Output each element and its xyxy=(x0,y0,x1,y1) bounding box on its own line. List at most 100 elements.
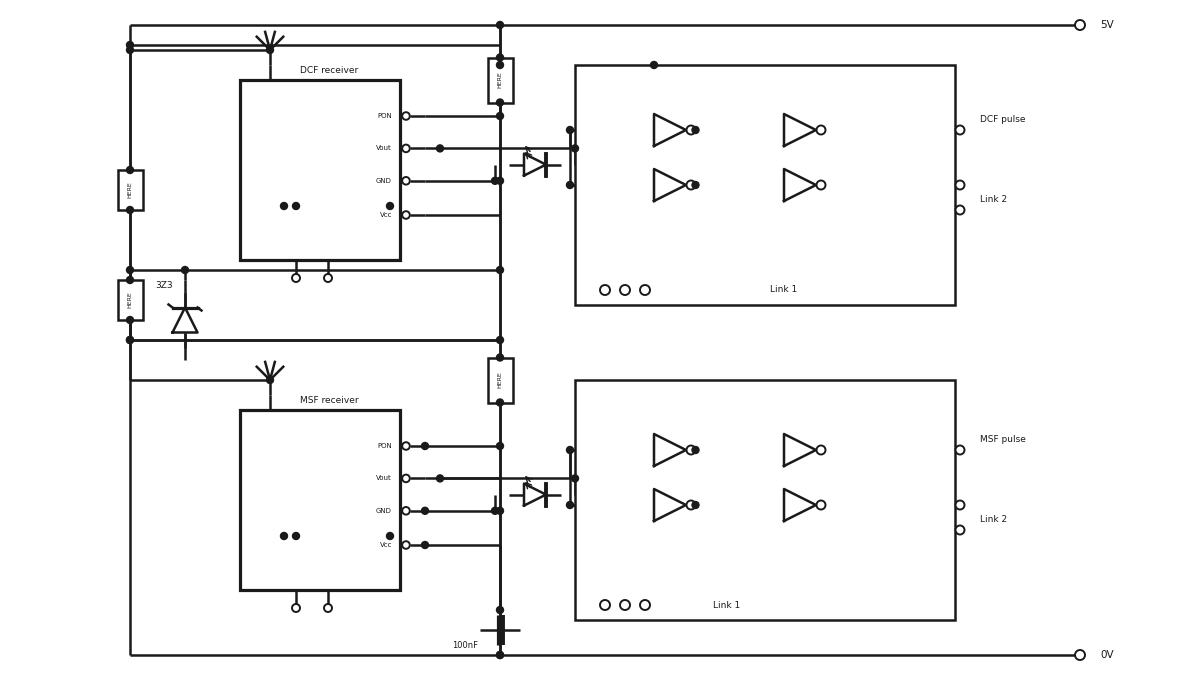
Circle shape xyxy=(421,541,428,549)
Circle shape xyxy=(955,205,965,215)
Circle shape xyxy=(497,443,504,450)
Circle shape xyxy=(437,475,444,482)
Polygon shape xyxy=(173,308,198,333)
Circle shape xyxy=(266,47,274,53)
Text: GND: GND xyxy=(376,178,392,184)
Circle shape xyxy=(126,337,133,344)
Circle shape xyxy=(292,604,300,612)
Text: PON: PON xyxy=(377,443,392,449)
Circle shape xyxy=(686,180,696,190)
Circle shape xyxy=(497,22,504,28)
Text: Link 1: Link 1 xyxy=(713,601,740,610)
Circle shape xyxy=(816,446,826,454)
Circle shape xyxy=(497,99,504,106)
Circle shape xyxy=(421,443,428,450)
Circle shape xyxy=(293,202,300,209)
Circle shape xyxy=(181,267,188,273)
Circle shape xyxy=(402,442,410,450)
Circle shape xyxy=(692,126,698,134)
Circle shape xyxy=(955,126,965,134)
Text: Link 2: Link 2 xyxy=(980,196,1007,205)
Text: Link 1: Link 1 xyxy=(770,286,798,294)
Circle shape xyxy=(816,500,826,510)
Text: 0V: 0V xyxy=(1100,650,1114,660)
Text: Vcc: Vcc xyxy=(379,542,392,548)
Circle shape xyxy=(620,600,630,610)
Circle shape xyxy=(600,600,610,610)
Circle shape xyxy=(692,502,698,508)
Circle shape xyxy=(955,446,965,454)
Text: MSF pulse: MSF pulse xyxy=(980,435,1026,445)
Polygon shape xyxy=(654,489,686,521)
Circle shape xyxy=(402,144,410,152)
Circle shape xyxy=(497,651,504,659)
Circle shape xyxy=(497,61,504,68)
Circle shape xyxy=(816,126,826,134)
Circle shape xyxy=(686,446,696,454)
Circle shape xyxy=(497,337,504,344)
Circle shape xyxy=(620,285,630,295)
Polygon shape xyxy=(524,483,546,506)
Circle shape xyxy=(571,145,578,152)
Circle shape xyxy=(497,354,504,361)
Text: DCF pulse: DCF pulse xyxy=(980,115,1026,124)
Circle shape xyxy=(421,508,428,514)
Text: MSF receiver: MSF receiver xyxy=(300,396,359,405)
Circle shape xyxy=(497,267,504,273)
Circle shape xyxy=(497,54,504,61)
Circle shape xyxy=(126,267,133,273)
Bar xyxy=(487,358,512,402)
Circle shape xyxy=(686,126,696,134)
Circle shape xyxy=(402,112,410,119)
Text: Vcc: Vcc xyxy=(379,212,392,218)
Circle shape xyxy=(281,202,288,209)
Polygon shape xyxy=(784,434,816,466)
Polygon shape xyxy=(784,169,816,201)
Bar xyxy=(118,280,143,320)
Text: DCF receiver: DCF receiver xyxy=(300,66,359,75)
Circle shape xyxy=(126,41,133,49)
Circle shape xyxy=(571,475,578,482)
Circle shape xyxy=(402,507,410,514)
Circle shape xyxy=(1075,20,1085,30)
Circle shape xyxy=(497,113,504,119)
Circle shape xyxy=(126,167,133,173)
Circle shape xyxy=(497,651,504,659)
Text: Link 2: Link 2 xyxy=(980,516,1007,524)
Circle shape xyxy=(402,177,410,184)
Text: Vout: Vout xyxy=(377,145,392,151)
Circle shape xyxy=(497,607,504,614)
Polygon shape xyxy=(654,169,686,201)
Circle shape xyxy=(955,526,965,535)
Text: 100nF: 100nF xyxy=(452,641,478,649)
Circle shape xyxy=(497,508,504,514)
Circle shape xyxy=(566,126,574,134)
Bar xyxy=(240,410,400,590)
Circle shape xyxy=(566,502,574,508)
Circle shape xyxy=(402,211,410,219)
Circle shape xyxy=(126,317,133,323)
Circle shape xyxy=(126,207,133,213)
Text: HERE: HERE xyxy=(498,372,503,388)
Circle shape xyxy=(640,600,650,610)
Circle shape xyxy=(126,47,133,53)
Circle shape xyxy=(126,277,133,284)
Circle shape xyxy=(437,145,444,152)
Circle shape xyxy=(955,500,965,510)
Circle shape xyxy=(686,500,696,510)
Bar xyxy=(487,57,512,103)
Circle shape xyxy=(386,533,394,539)
Polygon shape xyxy=(784,489,816,521)
Bar xyxy=(240,80,400,260)
Circle shape xyxy=(324,604,332,612)
Circle shape xyxy=(324,274,332,282)
Bar xyxy=(575,65,955,305)
Circle shape xyxy=(402,475,410,482)
Circle shape xyxy=(566,446,574,454)
Circle shape xyxy=(1075,650,1085,660)
Bar xyxy=(118,170,143,210)
Polygon shape xyxy=(524,154,546,176)
Polygon shape xyxy=(654,114,686,146)
Circle shape xyxy=(497,399,504,406)
Circle shape xyxy=(292,274,300,282)
